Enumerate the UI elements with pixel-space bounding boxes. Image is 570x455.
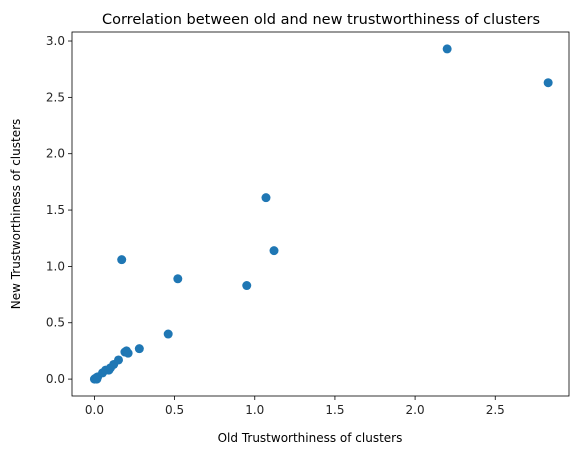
data-point xyxy=(269,246,279,256)
x-tick-label: 1.0 xyxy=(245,403,264,417)
x-axis-label: Old Trustworthiness of clusters xyxy=(218,431,403,445)
data-point xyxy=(442,44,452,54)
data-point xyxy=(163,329,173,339)
data-point xyxy=(261,193,271,203)
x-axis: 0.0 0.5 1.0 1.5 2.0 2.5 xyxy=(85,396,505,417)
plot-frame xyxy=(71,31,570,397)
y-axis: 0.0 0.5 1.0 1.5 2.0 2.5 3.0 xyxy=(46,34,72,386)
data-point xyxy=(242,281,252,291)
y-tick-label: 2.5 xyxy=(46,90,65,104)
data-point xyxy=(134,344,144,354)
x-tick-label: 2.0 xyxy=(406,403,425,417)
x-tick-label: 2.5 xyxy=(486,403,505,417)
y-tick-label: 1.5 xyxy=(46,203,65,217)
x-tick-label: 1.5 xyxy=(325,403,344,417)
y-tick-label: 3.0 xyxy=(46,34,65,48)
data-point xyxy=(543,78,553,88)
data-point xyxy=(117,255,127,265)
y-tick-label: 0.5 xyxy=(46,316,65,330)
x-tick-label: 0.0 xyxy=(85,403,104,417)
chart-title: Correlation between old and new trustwor… xyxy=(102,12,540,28)
y-tick-label: 0.0 xyxy=(46,372,65,386)
data-point xyxy=(173,274,183,284)
y-tick-label: 1.0 xyxy=(46,259,65,273)
x-tick-label: 0.5 xyxy=(165,403,184,417)
points-layer xyxy=(89,44,553,384)
y-tick-label: 2.0 xyxy=(46,147,65,161)
data-point xyxy=(123,348,133,358)
data-point xyxy=(113,355,123,365)
y-axis-label: New Trustworthiness of clusters xyxy=(9,119,23,310)
